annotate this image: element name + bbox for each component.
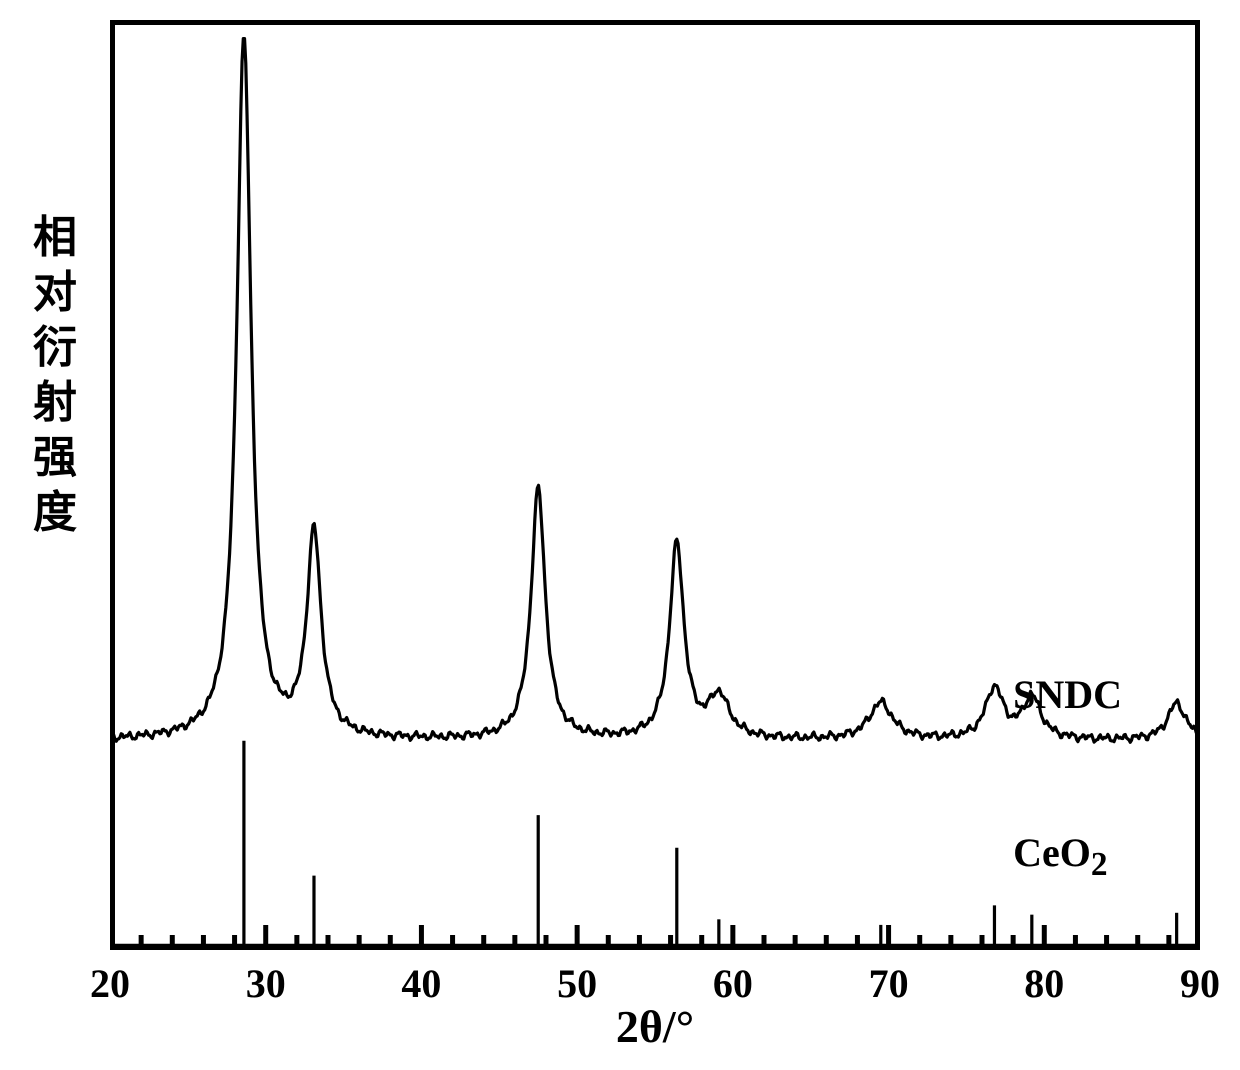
series-sndc	[110, 39, 1200, 743]
figure: { "chart": { "type": "xrd-line", "backgr…	[0, 0, 1240, 1070]
xtick-label: 70	[849, 960, 929, 1007]
xtick-label: 20	[70, 960, 150, 1007]
xtick-label: 80	[1004, 960, 1084, 1007]
x-axis-label: 2θ/°	[110, 1000, 1200, 1053]
series-label-sndc: SNDC	[1013, 671, 1122, 718]
y-axis-label: 相对衍射强度	[20, 210, 90, 540]
series-label-ceo2: CeO2	[1013, 829, 1107, 884]
xtick-label: 50	[537, 960, 617, 1007]
plot-area	[110, 20, 1200, 950]
xrd-svg	[110, 20, 1200, 950]
xtick-label: 30	[226, 960, 306, 1007]
xtick-label: 60	[693, 960, 773, 1007]
xtick-label: 90	[1160, 960, 1240, 1007]
xtick-label: 40	[381, 960, 461, 1007]
